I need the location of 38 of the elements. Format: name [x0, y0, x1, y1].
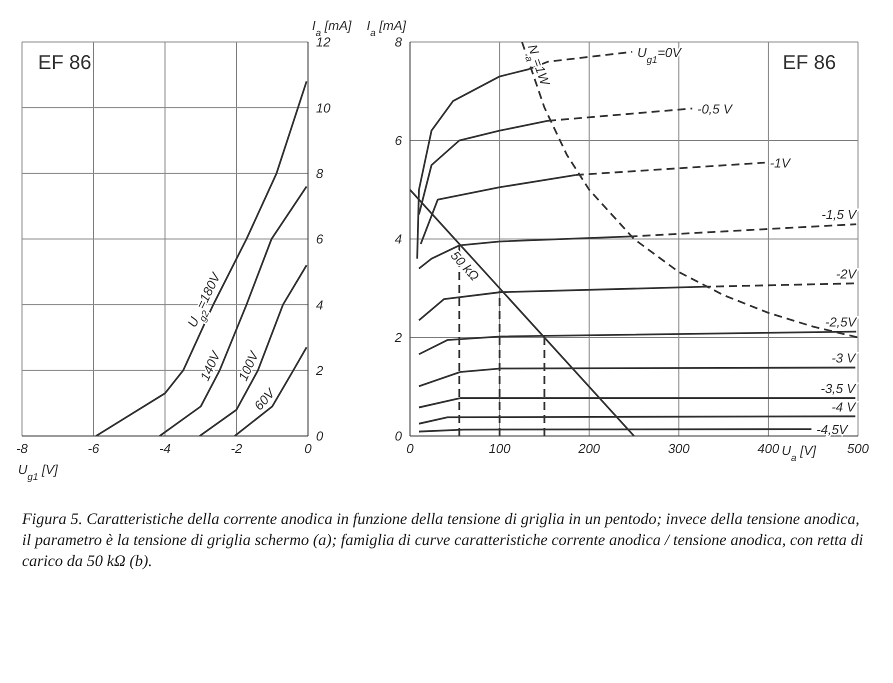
series-label: -1V — [770, 156, 792, 171]
series-label: -3,5 V — [820, 381, 857, 396]
series-label: -4,5V — [816, 422, 849, 438]
y-tick-label: 6 — [316, 232, 324, 247]
x-tick-label: 100 — [488, 441, 512, 456]
series-label: -0,5 V — [697, 101, 734, 116]
series-label: -1,5 V — [822, 207, 858, 222]
y-tick-label: 4 — [394, 232, 402, 247]
y-tick-label: 2 — [394, 330, 403, 346]
x-tick-label: -6 — [88, 441, 100, 456]
series-label: -2,5V — [825, 314, 858, 330]
text: 50 kΩ — [448, 248, 482, 284]
series-label: -3 V — [831, 350, 857, 366]
x-axis-title: U$_{g1}$ [V] — [18, 462, 58, 482]
x-tick-label: 200 — [577, 441, 601, 456]
y-tick-label: 6 — [394, 133, 403, 148]
y-tick-label: 8 — [316, 166, 324, 181]
x-tick-label: 300 — [668, 441, 690, 456]
text: 140V — [197, 348, 224, 383]
text: 100V — [235, 348, 262, 384]
y-tick-label: 0 — [316, 428, 324, 444]
y-tick-label: 4 — [316, 297, 324, 312]
annotation: EF 86 — [780, 52, 838, 75]
series-label: -4 V — [831, 399, 857, 414]
x-tick-label: -2 — [230, 441, 244, 456]
series-label: -2V — [836, 266, 858, 282]
x-tick-label: 400 — [758, 441, 780, 456]
text: Figura 5. Caratteristiche della corrente anodica in funzione della tensione di griglia in un pentodo; invece della tensione anodica, il parametro è la tensione di griglia schermo (a); famiglia di curve caratteristiche corrente anodica / tensione anodica, con retta di carico da 50 kΩ (b). — [22, 510, 864, 572]
y-tick-label: 2 — [315, 362, 324, 378]
x-axis-title: U$_{a}$ [V] — [782, 443, 816, 464]
x-tick-label: 500 — [847, 441, 870, 456]
annotation: EF 86 — [36, 52, 94, 75]
y-tick-label: 10 — [316, 100, 332, 116]
x-tick-label: 0 — [406, 441, 414, 456]
y-tick-label: 0 — [394, 428, 403, 444]
x-tick-label: -8 — [16, 441, 29, 456]
x-tick-label: -4 — [159, 441, 171, 456]
x-tick-label: 0 — [304, 441, 312, 456]
